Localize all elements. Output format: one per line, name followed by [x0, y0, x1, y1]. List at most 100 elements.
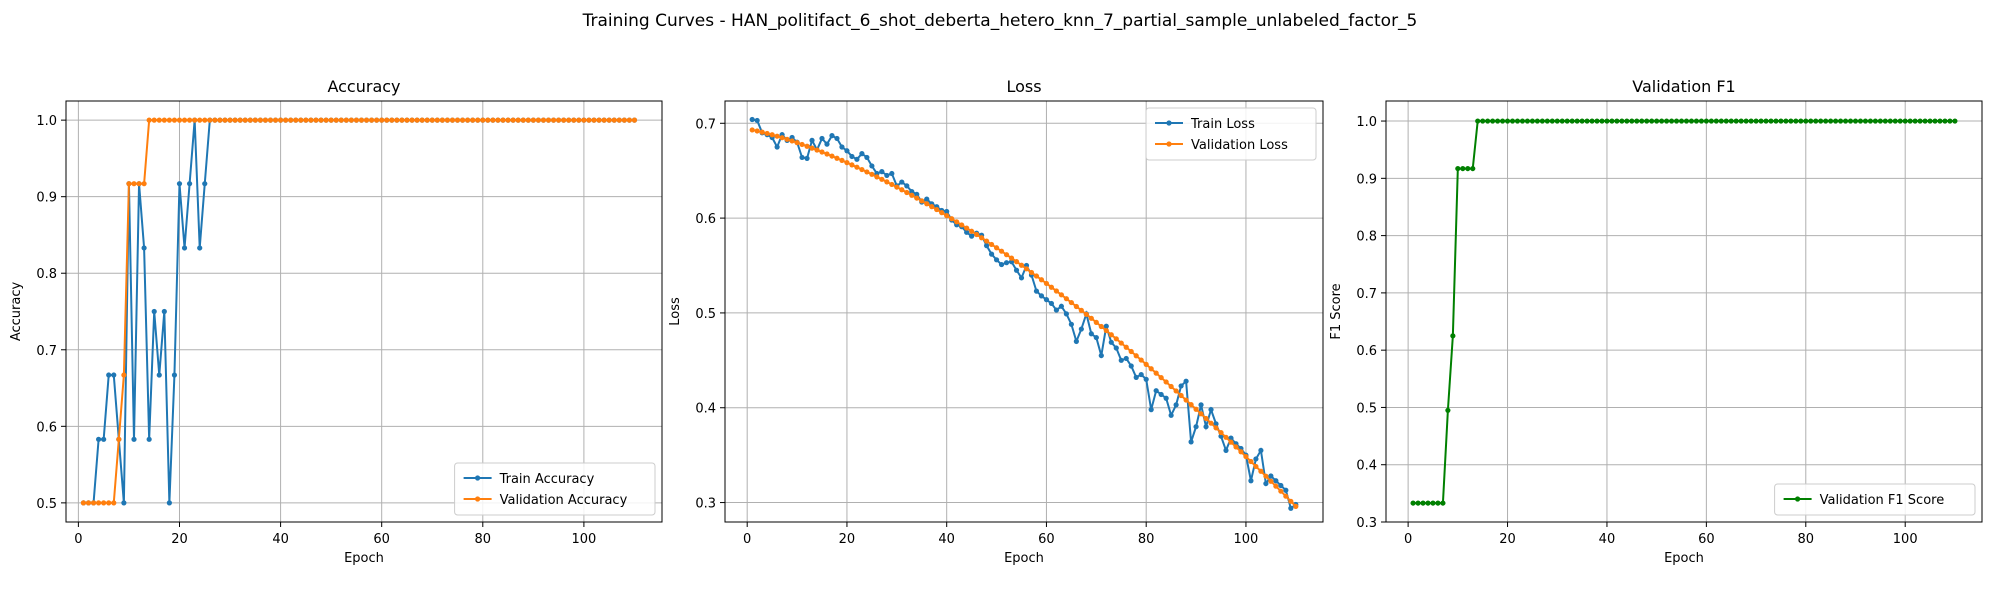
data-point	[1043, 280, 1050, 287]
data-point	[993, 257, 1000, 263]
data-point	[899, 187, 905, 193]
data-point	[974, 231, 980, 238]
data-point	[1609, 118, 1615, 124]
data-point	[313, 117, 319, 123]
x-axis-label: Epoch	[1004, 551, 1044, 566]
data-point	[323, 117, 329, 123]
chart-panel-3: 0 20 40 60 80 100 0.3 0.4 0.5 0.6 0.7 0.8 0.9 1.0 Vali…	[1329, 77, 1983, 566]
y-tick-label: 0.5	[36, 497, 57, 512]
data-point	[1123, 344, 1129, 350]
data-point	[515, 117, 521, 123]
data-point	[1813, 118, 1819, 124]
data-point	[804, 143, 810, 149]
data-point	[1847, 118, 1854, 124]
data-point	[1263, 473, 1269, 479]
data-point	[1208, 420, 1214, 426]
data-point	[394, 117, 400, 123]
data-point	[799, 141, 805, 148]
chart-title: Loss	[1006, 77, 1041, 96]
data-point	[834, 155, 840, 161]
data-point	[186, 181, 193, 187]
data-point	[298, 117, 304, 123]
data-point	[1253, 456, 1259, 462]
data-point	[1644, 118, 1650, 124]
data-point	[520, 117, 526, 123]
data-point	[1023, 266, 1030, 272]
data-point	[176, 117, 183, 123]
data-point	[839, 157, 845, 163]
data-point	[151, 117, 157, 123]
data-point	[1128, 348, 1134, 355]
data-point	[1698, 118, 1704, 124]
data-point	[510, 117, 516, 123]
data-point	[1173, 388, 1179, 394]
data-point	[1534, 118, 1540, 124]
data-point	[809, 145, 815, 151]
data-point	[566, 117, 572, 123]
y-tick-label: 0.8	[36, 267, 57, 282]
data-point	[1420, 500, 1426, 506]
data-point	[1415, 500, 1421, 506]
data-point	[1450, 333, 1456, 339]
data-point	[252, 117, 258, 123]
data-point	[1559, 118, 1565, 124]
data-point	[1118, 340, 1124, 346]
data-point	[111, 372, 117, 378]
data-point	[576, 117, 582, 123]
data-point	[626, 117, 632, 123]
data-point	[869, 163, 875, 169]
data-point	[1589, 118, 1595, 124]
data-point	[505, 117, 511, 123]
data-point	[176, 181, 183, 187]
data-point	[262, 117, 269, 123]
legend-label: Train Loss	[1190, 117, 1255, 132]
data-point	[131, 436, 137, 442]
data-point	[764, 130, 770, 137]
data-point	[1013, 259, 1020, 265]
data-point	[1213, 421, 1219, 427]
data-point	[1008, 255, 1015, 261]
data-point	[222, 117, 228, 123]
data-point	[171, 117, 178, 123]
data-point	[1544, 118, 1550, 124]
x-tick-label: 40	[938, 532, 955, 547]
data-point	[1947, 118, 1953, 124]
data-point	[277, 117, 284, 123]
data-point	[181, 245, 188, 251]
data-point	[1128, 363, 1134, 369]
data-point	[884, 179, 890, 185]
data-point	[964, 229, 970, 235]
y-tick-label: 0.5	[1356, 401, 1377, 416]
data-point	[1208, 407, 1214, 413]
data-point	[389, 117, 395, 123]
data-point	[1897, 118, 1903, 124]
data-point	[1718, 118, 1724, 124]
data-point	[1163, 379, 1169, 385]
data-point	[914, 191, 920, 197]
data-point	[556, 117, 562, 123]
data-point	[161, 308, 167, 315]
data-point	[1872, 118, 1878, 124]
data-point	[769, 132, 775, 138]
data-point	[1043, 297, 1050, 303]
x-tick-label: 40	[1599, 532, 1616, 547]
data-point	[293, 117, 299, 123]
data-point	[1922, 118, 1928, 124]
data-point	[1088, 315, 1094, 321]
data-point	[1604, 118, 1610, 124]
data-point	[1033, 273, 1040, 279]
data-point	[819, 149, 825, 155]
data-point	[1183, 397, 1189, 403]
data-point	[202, 181, 208, 187]
data-point	[353, 117, 360, 123]
data-point	[1683, 118, 1690, 124]
legend-swatch-marker	[1166, 120, 1172, 126]
data-point	[227, 117, 233, 123]
data-point	[1664, 118, 1670, 124]
data-point	[1410, 500, 1416, 506]
x-tick-label: 60	[373, 532, 390, 547]
data-point	[247, 117, 253, 123]
x-tick-label: 0	[74, 532, 82, 547]
data-point	[1892, 118, 1898, 124]
data-point	[1902, 118, 1908, 124]
